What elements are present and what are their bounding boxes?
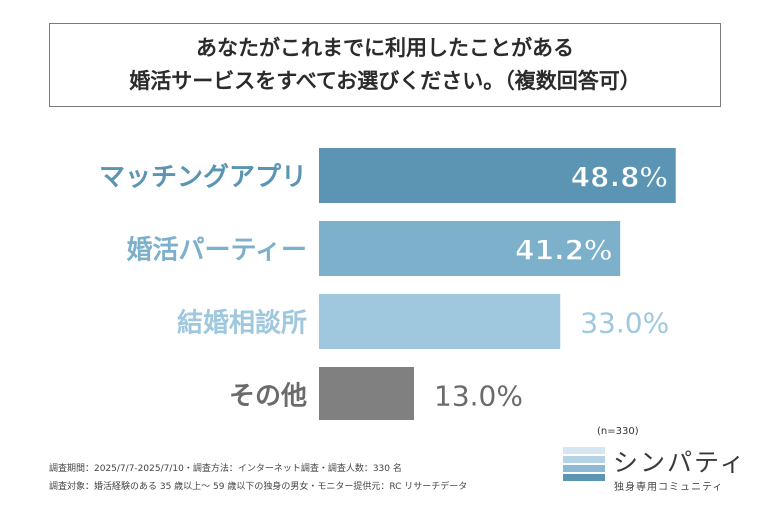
chart-title-line-1: あなたがこれまでに利用したことがある <box>196 36 574 60</box>
brand-tagline: 独身専用コミュニティ <box>614 482 724 493</box>
bar <box>319 294 561 349</box>
logo-stripe <box>563 474 605 481</box>
title-box: あなたがこれまでに利用したことがある 婚活サービスをすべてお選びください。（複数… <box>49 23 721 107</box>
bar <box>319 367 415 420</box>
logo-stripe <box>563 465 605 472</box>
category-label: マッチングアプリ <box>99 163 307 193</box>
value-label: 41.2% <box>515 234 612 267</box>
category-label: 婚活パーティー <box>127 236 307 266</box>
value-label: 33.0% <box>580 307 669 340</box>
brand-logo-icon <box>563 447 605 483</box>
category-label: その他 <box>229 382 307 412</box>
logo-stripe <box>563 456 605 463</box>
bar <box>319 221 621 276</box>
sample-size: (n=330) <box>597 426 639 437</box>
value-label: 13.0% <box>434 380 523 413</box>
logo-stripe <box>563 447 605 454</box>
survey-target-note: 調査対象：婚活経験のある 35 歳以上〜 59 歳以下の独身の男女・モニター提供… <box>49 482 468 492</box>
bar <box>319 148 676 203</box>
survey-period-note: 調査期間：2025/7/7-2025/7/10・調査方法：インターネット調査・調… <box>49 464 402 474</box>
value-label: 48.8% <box>571 161 668 194</box>
bar-chart: マッチングアプリ 48.8% 婚活パーティー 41.2% 結婚相談所 33.0% その他 13… <box>99 148 676 420</box>
chart-title-line-2: 婚活サービスをすべてお選びください。（複数回答可） <box>129 69 641 93</box>
category-label: 結婚相談所 <box>177 308 307 339</box>
brand-name: シンパティ <box>613 448 747 477</box>
